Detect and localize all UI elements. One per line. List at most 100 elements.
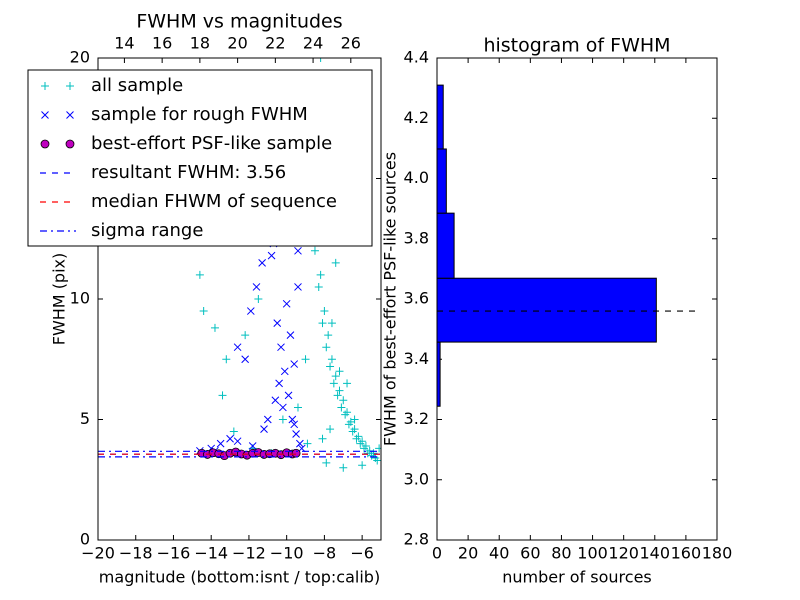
x2-tick-label: 26 — [341, 34, 361, 53]
histogram-bar — [437, 84, 444, 150]
point — [358, 461, 367, 470]
point — [286, 331, 295, 340]
point — [339, 396, 348, 405]
point — [267, 251, 276, 260]
y-tick-label: 3.0 — [404, 469, 429, 488]
point — [290, 360, 299, 368]
point — [258, 258, 266, 267]
point — [350, 415, 359, 424]
y-tick-label: 3.6 — [404, 289, 429, 308]
y-axis-label: FWHM of best-effort PSF-like sources — [381, 152, 400, 446]
point — [337, 403, 346, 412]
y-tick-label: 3.2 — [404, 409, 429, 428]
legend-marker — [66, 82, 74, 90]
point — [329, 379, 338, 388]
point — [369, 449, 378, 458]
point — [331, 258, 340, 267]
legend-label: sigma range — [91, 220, 203, 241]
point — [296, 439, 304, 448]
x-tick-label: 20 — [458, 544, 478, 563]
point — [314, 282, 323, 291]
point — [280, 367, 289, 376]
point — [331, 372, 340, 381]
point — [199, 307, 208, 316]
legend-marker — [65, 139, 75, 149]
point — [375, 444, 381, 453]
legend-label: all sample — [91, 75, 183, 96]
x-tick-label: −12 — [232, 544, 266, 563]
point — [246, 307, 255, 315]
x-axis-label: magnitude (bottom:isnt / top:calib) — [99, 568, 380, 587]
point — [339, 463, 348, 472]
x-tick-label: 80 — [551, 544, 571, 563]
point — [327, 319, 336, 328]
point — [218, 391, 227, 400]
x-axis-label: number of sources — [502, 568, 652, 587]
legend-box — [27, 69, 373, 247]
y-tick-label: 4.2 — [404, 108, 429, 127]
point — [354, 432, 363, 441]
point — [326, 425, 335, 434]
x-tick-label: 40 — [489, 544, 509, 563]
point — [343, 379, 352, 388]
point — [326, 362, 335, 371]
y-tick-label: 3.8 — [404, 228, 429, 247]
point — [279, 403, 287, 412]
x-tick-label: 100 — [577, 544, 608, 563]
point — [282, 299, 291, 308]
y-tick-label: 0 — [80, 530, 90, 549]
point — [241, 355, 250, 364]
point — [248, 442, 257, 450]
point — [324, 331, 333, 340]
point — [335, 386, 344, 395]
point — [252, 283, 261, 291]
legend-marker — [40, 139, 50, 149]
x-tick-label: 160 — [671, 544, 702, 563]
x2-tick-label: 22 — [265, 34, 285, 53]
point — [291, 448, 301, 458]
legend-label: resultant FWHM: 3.56 — [91, 162, 286, 183]
point — [288, 415, 297, 424]
legend-marker — [66, 111, 74, 119]
point — [318, 434, 327, 443]
y-tick-label: 2.8 — [404, 530, 429, 549]
legend-marker — [41, 111, 49, 119]
axes-frame — [436, 57, 718, 541]
x-tick-label: −16 — [157, 544, 191, 563]
legend-label: best-effort PSF-like sample — [91, 133, 332, 154]
y-tick-label: 3.4 — [404, 349, 429, 368]
point — [322, 343, 331, 352]
point — [275, 379, 283, 388]
chart-title: histogram of FWHM — [483, 35, 670, 57]
x-tick-label: 120 — [608, 544, 639, 563]
x-tick-label: 180 — [702, 544, 733, 563]
point — [310, 246, 319, 255]
y-tick-label: 4.0 — [404, 168, 429, 187]
x-tick-label: 60 — [520, 544, 540, 563]
legend-label: sample for rough FWHM — [91, 104, 308, 125]
point — [222, 355, 231, 364]
point — [233, 343, 242, 352]
x-tick-label: −10 — [270, 544, 304, 563]
x2-tick-label: 20 — [227, 34, 247, 53]
point — [333, 391, 342, 400]
point — [373, 456, 381, 465]
point — [278, 415, 287, 424]
point — [294, 246, 302, 255]
point — [303, 439, 312, 448]
x-tick-label: 140 — [640, 544, 671, 563]
point — [293, 403, 302, 412]
point — [284, 391, 293, 400]
point — [350, 425, 359, 434]
y-tick-label: 5 — [80, 409, 90, 428]
point — [229, 427, 238, 436]
histogram-bar — [437, 148, 447, 214]
y-tick-label: 10 — [70, 289, 90, 308]
point — [301, 355, 310, 364]
point — [294, 283, 302, 291]
histogram-bar — [437, 277, 657, 343]
x-tick-label: −6 — [350, 544, 374, 563]
y-tick-label: 20 — [70, 48, 90, 67]
x2-tick-label: 18 — [190, 34, 210, 53]
point — [327, 355, 336, 364]
